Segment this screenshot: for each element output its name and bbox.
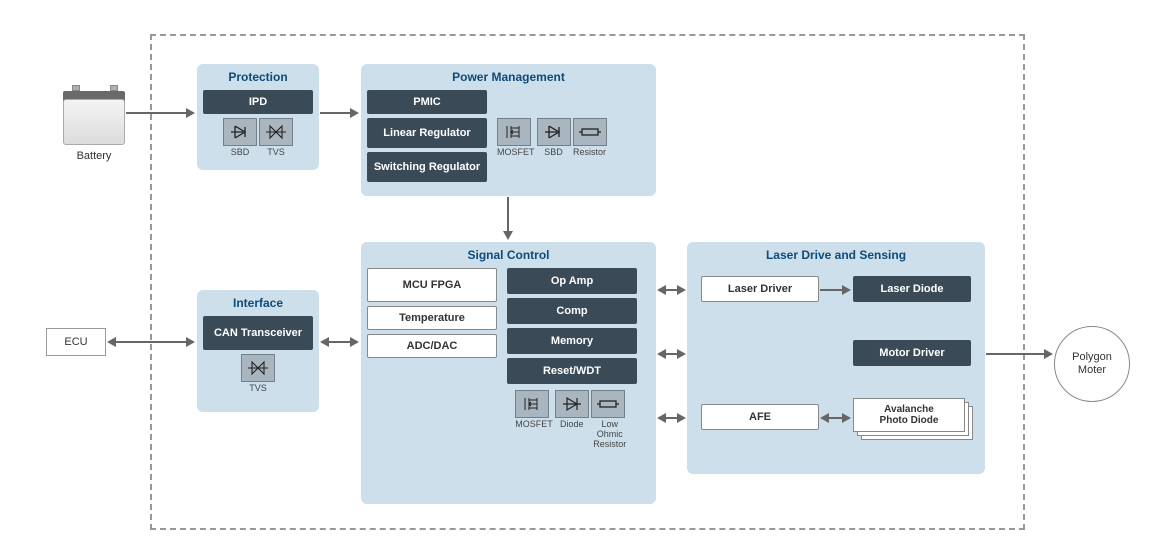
ecu-label: ECU xyxy=(64,336,87,348)
chip-temperature: Temperature xyxy=(367,306,497,330)
arrow-head xyxy=(677,285,686,295)
arrow-head xyxy=(842,285,851,295)
interface-title: Interface xyxy=(203,296,313,310)
sbd2-icon xyxy=(537,118,571,146)
polygon-motor-label: Polygon Moter xyxy=(1072,351,1112,377)
chip-comp: Comp xyxy=(507,298,637,324)
chip-adc-dac: ADC/DAC xyxy=(367,334,497,358)
chip-afe: AFE xyxy=(701,404,819,430)
sbd-label: SBD xyxy=(223,148,257,158)
arrow-head xyxy=(320,337,329,347)
arrow-head xyxy=(186,108,195,118)
signal-title: Signal Control xyxy=(367,248,650,262)
block-laser: Laser Drive and Sensing Laser Driver Las… xyxy=(687,242,985,474)
ecu-box: ECU xyxy=(46,328,106,356)
block-interface: Interface CAN Transceiver TVS xyxy=(197,290,319,412)
diode-label: Diode xyxy=(555,420,589,430)
arrow-power-signal xyxy=(507,197,509,233)
chip-memory: Memory xyxy=(507,328,637,354)
arrow-laserdriver-diode xyxy=(820,289,844,291)
sbd-icon xyxy=(223,118,257,146)
chip-ipd: IPD xyxy=(203,90,313,114)
arrow-protection-power xyxy=(320,112,352,114)
arrow-head xyxy=(186,337,195,347)
tvs2-label: TVS xyxy=(241,384,275,394)
chip-can-transceiver: CAN Transceiver xyxy=(203,316,313,350)
apd-label: Avalanche Photo Diode xyxy=(880,404,939,426)
chip-motor-driver: Motor Driver xyxy=(853,340,971,366)
arrow-head xyxy=(107,337,116,347)
mosfet-icon xyxy=(497,118,531,146)
arrow-head xyxy=(350,337,359,347)
resistor-icon xyxy=(573,118,607,146)
arrow-interface-signal xyxy=(329,341,352,343)
arrow-head xyxy=(657,413,666,423)
arrow-head xyxy=(820,413,829,423)
arrow-head xyxy=(677,349,686,359)
low-ohmic-resistor-icon xyxy=(591,390,625,418)
power-title: Power Management xyxy=(367,70,650,84)
sbd2-label: SBD xyxy=(537,148,571,158)
arrow-head xyxy=(350,108,359,118)
signal-symbols: MOSFET Diode Low Ohmic Resistor xyxy=(507,390,637,450)
block-power-management: Power Management PMIC Linear Regulator S… xyxy=(361,64,656,196)
apd-stack: Avalanche Photo Diode xyxy=(853,398,975,442)
arrow-head xyxy=(842,413,851,423)
battery-label: Battery xyxy=(63,150,125,162)
laser-title: Laser Drive and Sensing xyxy=(693,248,979,262)
chip-op-amp: Op Amp xyxy=(507,268,637,294)
chip-switching-regulator: Switching Regulator xyxy=(367,152,487,182)
arrow-head xyxy=(657,285,666,295)
arrow-battery-protection xyxy=(126,112,186,114)
arrow-head xyxy=(1044,349,1053,359)
chip-reset-wdt: Reset/WDT xyxy=(507,358,637,384)
power-symbols: MOSFET SBD Resistor xyxy=(497,118,607,158)
resistor-label: Resistor xyxy=(573,148,607,158)
protection-symbols: SBD TVS xyxy=(203,118,313,158)
arrow-ecu-interface xyxy=(116,341,186,343)
arrow-head xyxy=(503,231,513,240)
tvs2-icon xyxy=(241,354,275,382)
low-ohmic-label: Low Ohmic Resistor xyxy=(591,420,629,450)
block-signal-control: Signal Control MCU FPGA Temperature ADC/… xyxy=(361,242,656,504)
protection-title: Protection xyxy=(203,70,313,84)
mosfet2-label: MOSFET xyxy=(515,420,553,430)
arrow-motor-polygon xyxy=(986,353,1046,355)
polygon-motor: Polygon Moter xyxy=(1054,326,1130,402)
tvs-label: TVS xyxy=(259,148,293,158)
interface-symbols: TVS xyxy=(203,354,313,394)
tvs-icon xyxy=(259,118,293,146)
chip-laser-diode: Laser Diode xyxy=(853,276,971,302)
mosfet2-icon xyxy=(515,390,549,418)
block-protection: Protection IPD SBD TVS xyxy=(197,64,319,170)
chip-laser-driver: Laser Driver xyxy=(701,276,819,302)
chip-linear-regulator: Linear Regulator xyxy=(367,118,487,148)
diode-icon xyxy=(555,390,589,418)
arrow-head xyxy=(657,349,666,359)
mosfet-label: MOSFET xyxy=(497,148,535,158)
arrow-head xyxy=(677,413,686,423)
chip-mcu-fpga: MCU FPGA xyxy=(367,268,497,302)
chip-pmic: PMIC xyxy=(367,90,487,114)
